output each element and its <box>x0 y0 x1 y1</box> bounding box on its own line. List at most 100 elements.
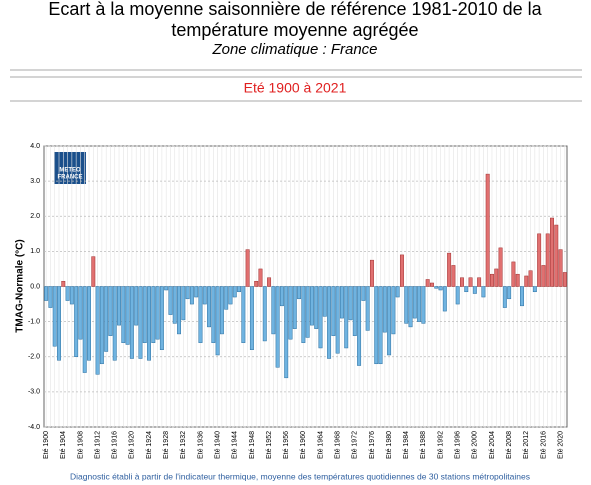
bar <box>134 286 139 326</box>
x-tick-label: Eté 2020 <box>557 431 564 459</box>
bar <box>155 286 160 340</box>
bar <box>99 286 104 365</box>
bar <box>138 286 143 359</box>
logo-text: FRANCE <box>58 175 83 181</box>
bar <box>254 280 259 287</box>
bar <box>558 249 563 287</box>
x-tick-label: Eté 1952 <box>266 431 273 459</box>
bar <box>69 286 74 305</box>
bar <box>447 252 452 287</box>
x-tick-label: Eté 1900 <box>43 431 50 459</box>
bar <box>425 279 430 287</box>
bar <box>378 286 383 365</box>
bar <box>314 286 319 329</box>
x-tick-label: Eté 1948 <box>249 431 256 459</box>
bar <box>524 275 529 287</box>
logo-text: METEO <box>59 168 81 174</box>
bar <box>472 286 477 294</box>
bar <box>408 286 413 328</box>
y-axis-label: TMAG-Normale (°C) <box>15 239 26 332</box>
bar <box>412 286 417 319</box>
bar <box>95 286 100 375</box>
bar <box>515 273 520 287</box>
y-tick-label: 1.0 <box>30 248 40 255</box>
x-tick-label: Eté 1960 <box>300 431 307 459</box>
bar <box>352 286 357 336</box>
bar <box>318 286 323 349</box>
bar <box>550 217 554 287</box>
bar <box>344 286 349 349</box>
bar <box>147 286 151 361</box>
bar <box>159 286 164 350</box>
bar <box>417 286 422 322</box>
bar <box>121 286 126 343</box>
bar <box>481 286 486 298</box>
bar <box>507 286 512 300</box>
x-tick-label: Eté 1984 <box>403 431 410 459</box>
bar <box>399 254 404 287</box>
bar <box>164 286 169 291</box>
bar <box>395 286 400 298</box>
bar <box>48 286 53 308</box>
bar <box>185 286 190 300</box>
bar <box>91 256 96 287</box>
x-tick-label: Eté 1972 <box>352 431 359 459</box>
y-tick-label: 2.0 <box>30 213 40 220</box>
x-tick-label: Eté 1908 <box>77 431 84 459</box>
bar <box>262 286 267 342</box>
bar <box>74 286 79 357</box>
bar <box>189 286 194 305</box>
x-tick-label: Eté 1944 <box>232 431 239 459</box>
bar <box>82 286 87 373</box>
bar <box>502 286 507 308</box>
bar <box>61 280 66 287</box>
bar <box>202 286 207 305</box>
chart-title: Ecart à la moyenne saisonnière de référe… <box>48 0 542 19</box>
x-tick-label: Eté 2000 <box>472 431 479 459</box>
y-tick-label: -3.0 <box>28 389 40 396</box>
bar <box>545 233 550 287</box>
bar <box>382 286 387 333</box>
bar <box>181 286 186 321</box>
x-tick-label: Eté 1924 <box>146 431 153 459</box>
bar <box>335 286 340 354</box>
bar <box>211 286 216 343</box>
bar <box>237 286 242 293</box>
bar <box>258 268 263 287</box>
bar <box>322 286 327 317</box>
bar <box>198 286 203 343</box>
bar <box>112 286 117 361</box>
bar <box>87 286 91 361</box>
bar <box>219 286 224 335</box>
bar <box>348 286 353 321</box>
bar <box>78 286 83 340</box>
x-tick-label: Eté 1916 <box>112 431 119 459</box>
x-tick-label: Eté 1956 <box>283 431 290 459</box>
bar <box>331 286 336 336</box>
bar <box>309 286 314 326</box>
bar <box>241 286 246 343</box>
bar <box>275 286 280 368</box>
x-tick-label: Eté 1996 <box>455 431 462 459</box>
bar <box>305 286 310 338</box>
bar <box>451 265 456 287</box>
bar <box>485 173 490 287</box>
bar <box>44 286 49 301</box>
x-tick-label: Eté 2012 <box>523 431 530 459</box>
bar <box>108 286 113 336</box>
x-tick-label: Eté 1928 <box>163 431 170 459</box>
y-tick-label: -2.0 <box>28 354 40 361</box>
x-tick-label: Eté 2004 <box>489 431 496 459</box>
bar <box>194 286 199 298</box>
bar <box>228 286 233 305</box>
x-tick-label: Eté 1912 <box>94 431 101 459</box>
bar <box>292 286 297 329</box>
bar <box>125 286 130 345</box>
bar <box>327 286 332 359</box>
bar <box>232 286 237 298</box>
x-tick-label: Eté 2016 <box>540 431 547 459</box>
bar <box>528 270 533 287</box>
bar <box>284 286 289 379</box>
bar <box>554 224 559 287</box>
